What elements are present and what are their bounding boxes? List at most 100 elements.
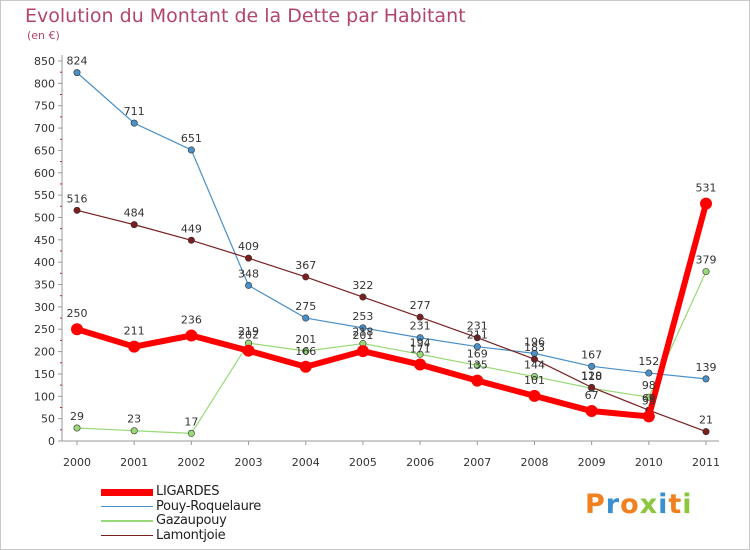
value-label-ligardes: 55: [642, 394, 656, 407]
x-tick-label: 2011: [692, 456, 720, 469]
data-point-ligardes: [71, 323, 83, 336]
value-label-gazaupouy: 218: [352, 326, 373, 339]
logo-letter: i: [658, 489, 669, 520]
data-point-gazaupouy: [302, 347, 310, 355]
x-tick-label: 2003: [235, 456, 263, 469]
value-label-ligardes: 135: [467, 359, 488, 372]
value-label-ligardes: 202: [238, 329, 259, 342]
series-line-pouy-roquelaure: [76, 72, 707, 380]
value-label-ligardes: 250: [67, 307, 88, 320]
data-point-pouy-roquelaure: [187, 146, 195, 154]
value-label-gazaupouy: 17: [184, 415, 198, 428]
value-label-lamontjoie: 21: [699, 414, 713, 427]
data-point-gazaupouy: [416, 350, 424, 358]
y-tick-label: 700: [34, 122, 55, 135]
legend-swatch-gazaupouy: [101, 520, 153, 522]
value-label-ligardes: 166: [295, 345, 316, 358]
x-tick-label: 2001: [120, 456, 148, 469]
value-label-gazaupouy: 169: [467, 347, 488, 360]
x-tick-label: 2007: [463, 456, 491, 469]
data-point-ligardes: [642, 410, 655, 423]
y-tick-label: 350: [34, 279, 55, 292]
value-label-lamontjoie: 120: [581, 369, 602, 382]
value-label-ligardes: 67: [585, 389, 599, 402]
value-label-lamontjoie: 449: [181, 222, 202, 235]
y-tick-label: 850: [34, 55, 55, 68]
x-tick-label: 2008: [520, 456, 548, 469]
data-point-lamontjoie: [530, 355, 538, 363]
value-label-gazaupouy: 219: [238, 325, 259, 338]
value-label-pouy-roquelaure: 253: [352, 310, 373, 323]
proxiti-logo: Proxiti: [585, 489, 693, 520]
y-tick-label: 250: [34, 323, 55, 336]
logo-letter: i: [682, 489, 693, 520]
value-label-gazaupouy: 379: [696, 254, 717, 267]
logo-letter: x: [639, 489, 659, 520]
x-tick-label: 2000: [63, 456, 91, 469]
value-label-pouy-roquelaure: 231: [410, 320, 431, 333]
y-tick-label: 600: [34, 167, 55, 180]
series-line-gazaupouy: [76, 270, 707, 434]
value-label-pouy-roquelaure: 651: [181, 132, 202, 145]
data-point-pouy-roquelaure: [302, 314, 310, 322]
data-point-ligardes: [185, 329, 198, 342]
value-label-gazaupouy: 29: [70, 410, 84, 423]
value-label-gazaupouy: 144: [524, 359, 545, 372]
y-tick-label: 300: [34, 301, 55, 314]
y-tick-label: 550: [34, 189, 55, 202]
data-point-ligardes: [700, 197, 712, 210]
x-tick-label: 2005: [349, 456, 377, 469]
y-tick-label: 750: [34, 100, 55, 113]
value-label-lamontjoie: 409: [238, 240, 259, 253]
series-line-ligardes: [74, 200, 709, 420]
logo-letter: P: [585, 489, 606, 520]
data-point-gazaupouy: [473, 361, 481, 369]
value-label-lamontjoie: 367: [295, 259, 316, 272]
value-label-lamontjoie: 231: [467, 320, 488, 333]
data-point-lamontjoie: [73, 206, 81, 214]
data-point-pouy-roquelaure: [245, 281, 253, 289]
y-tick-label: 500: [34, 211, 55, 224]
x-tick-label: 2010: [635, 456, 663, 469]
value-label-gazaupouy: 23: [127, 413, 141, 426]
legend-swatch-lamontjoie: [101, 534, 153, 537]
data-point-lamontjoie: [245, 254, 253, 262]
data-point-lamontjoie: [302, 273, 310, 281]
value-label-pouy-roquelaure: 152: [638, 355, 659, 368]
data-point-ligardes: [299, 360, 312, 373]
legend-label-gazaupouy: Gazaupouy: [156, 513, 227, 528]
logo-letter: r: [605, 489, 621, 520]
value-label-ligardes: 236: [181, 313, 202, 326]
value-label-pouy-roquelaure: 167: [581, 348, 602, 361]
data-point-ligardes: [128, 340, 141, 353]
series-lines: [71, 69, 712, 437]
value-label-lamontjoie: 277: [410, 299, 431, 312]
y-tick-label: 450: [34, 234, 55, 247]
value-label-lamontjoie: 69: [642, 392, 656, 405]
data-point-pouy-roquelaure: [702, 375, 710, 383]
y-tick-label: 800: [34, 77, 55, 90]
legend-label-lamontjoie: Lamontjoie: [156, 527, 226, 543]
value-label-ligardes: 171: [410, 343, 431, 356]
y-tick-label: 400: [34, 256, 55, 269]
y-tick-label: 0: [48, 435, 55, 448]
y-tick-label: 650: [34, 144, 55, 157]
data-point-gazaupouy: [130, 427, 138, 435]
y-tick-label: 150: [34, 368, 55, 381]
data-point-ligardes: [528, 389, 541, 402]
logo-letter: t: [668, 489, 683, 520]
value-label-gazaupouy: 194: [410, 336, 431, 349]
data-point-pouy-roquelaure: [416, 334, 424, 342]
x-tick-label: 2004: [292, 456, 320, 469]
logo-letter: o: [620, 489, 640, 520]
data-point-pouy-roquelaure: [73, 69, 81, 77]
y-tick-label: 50: [41, 413, 55, 426]
value-label-gazaupouy: 98: [642, 379, 656, 392]
data-point-ligardes: [585, 405, 598, 418]
data-point-ligardes: [356, 345, 369, 358]
value-label-lamontjoie: 484: [124, 207, 145, 220]
data-point-pouy-roquelaure: [645, 369, 653, 377]
y-tick-label: 100: [34, 390, 55, 403]
